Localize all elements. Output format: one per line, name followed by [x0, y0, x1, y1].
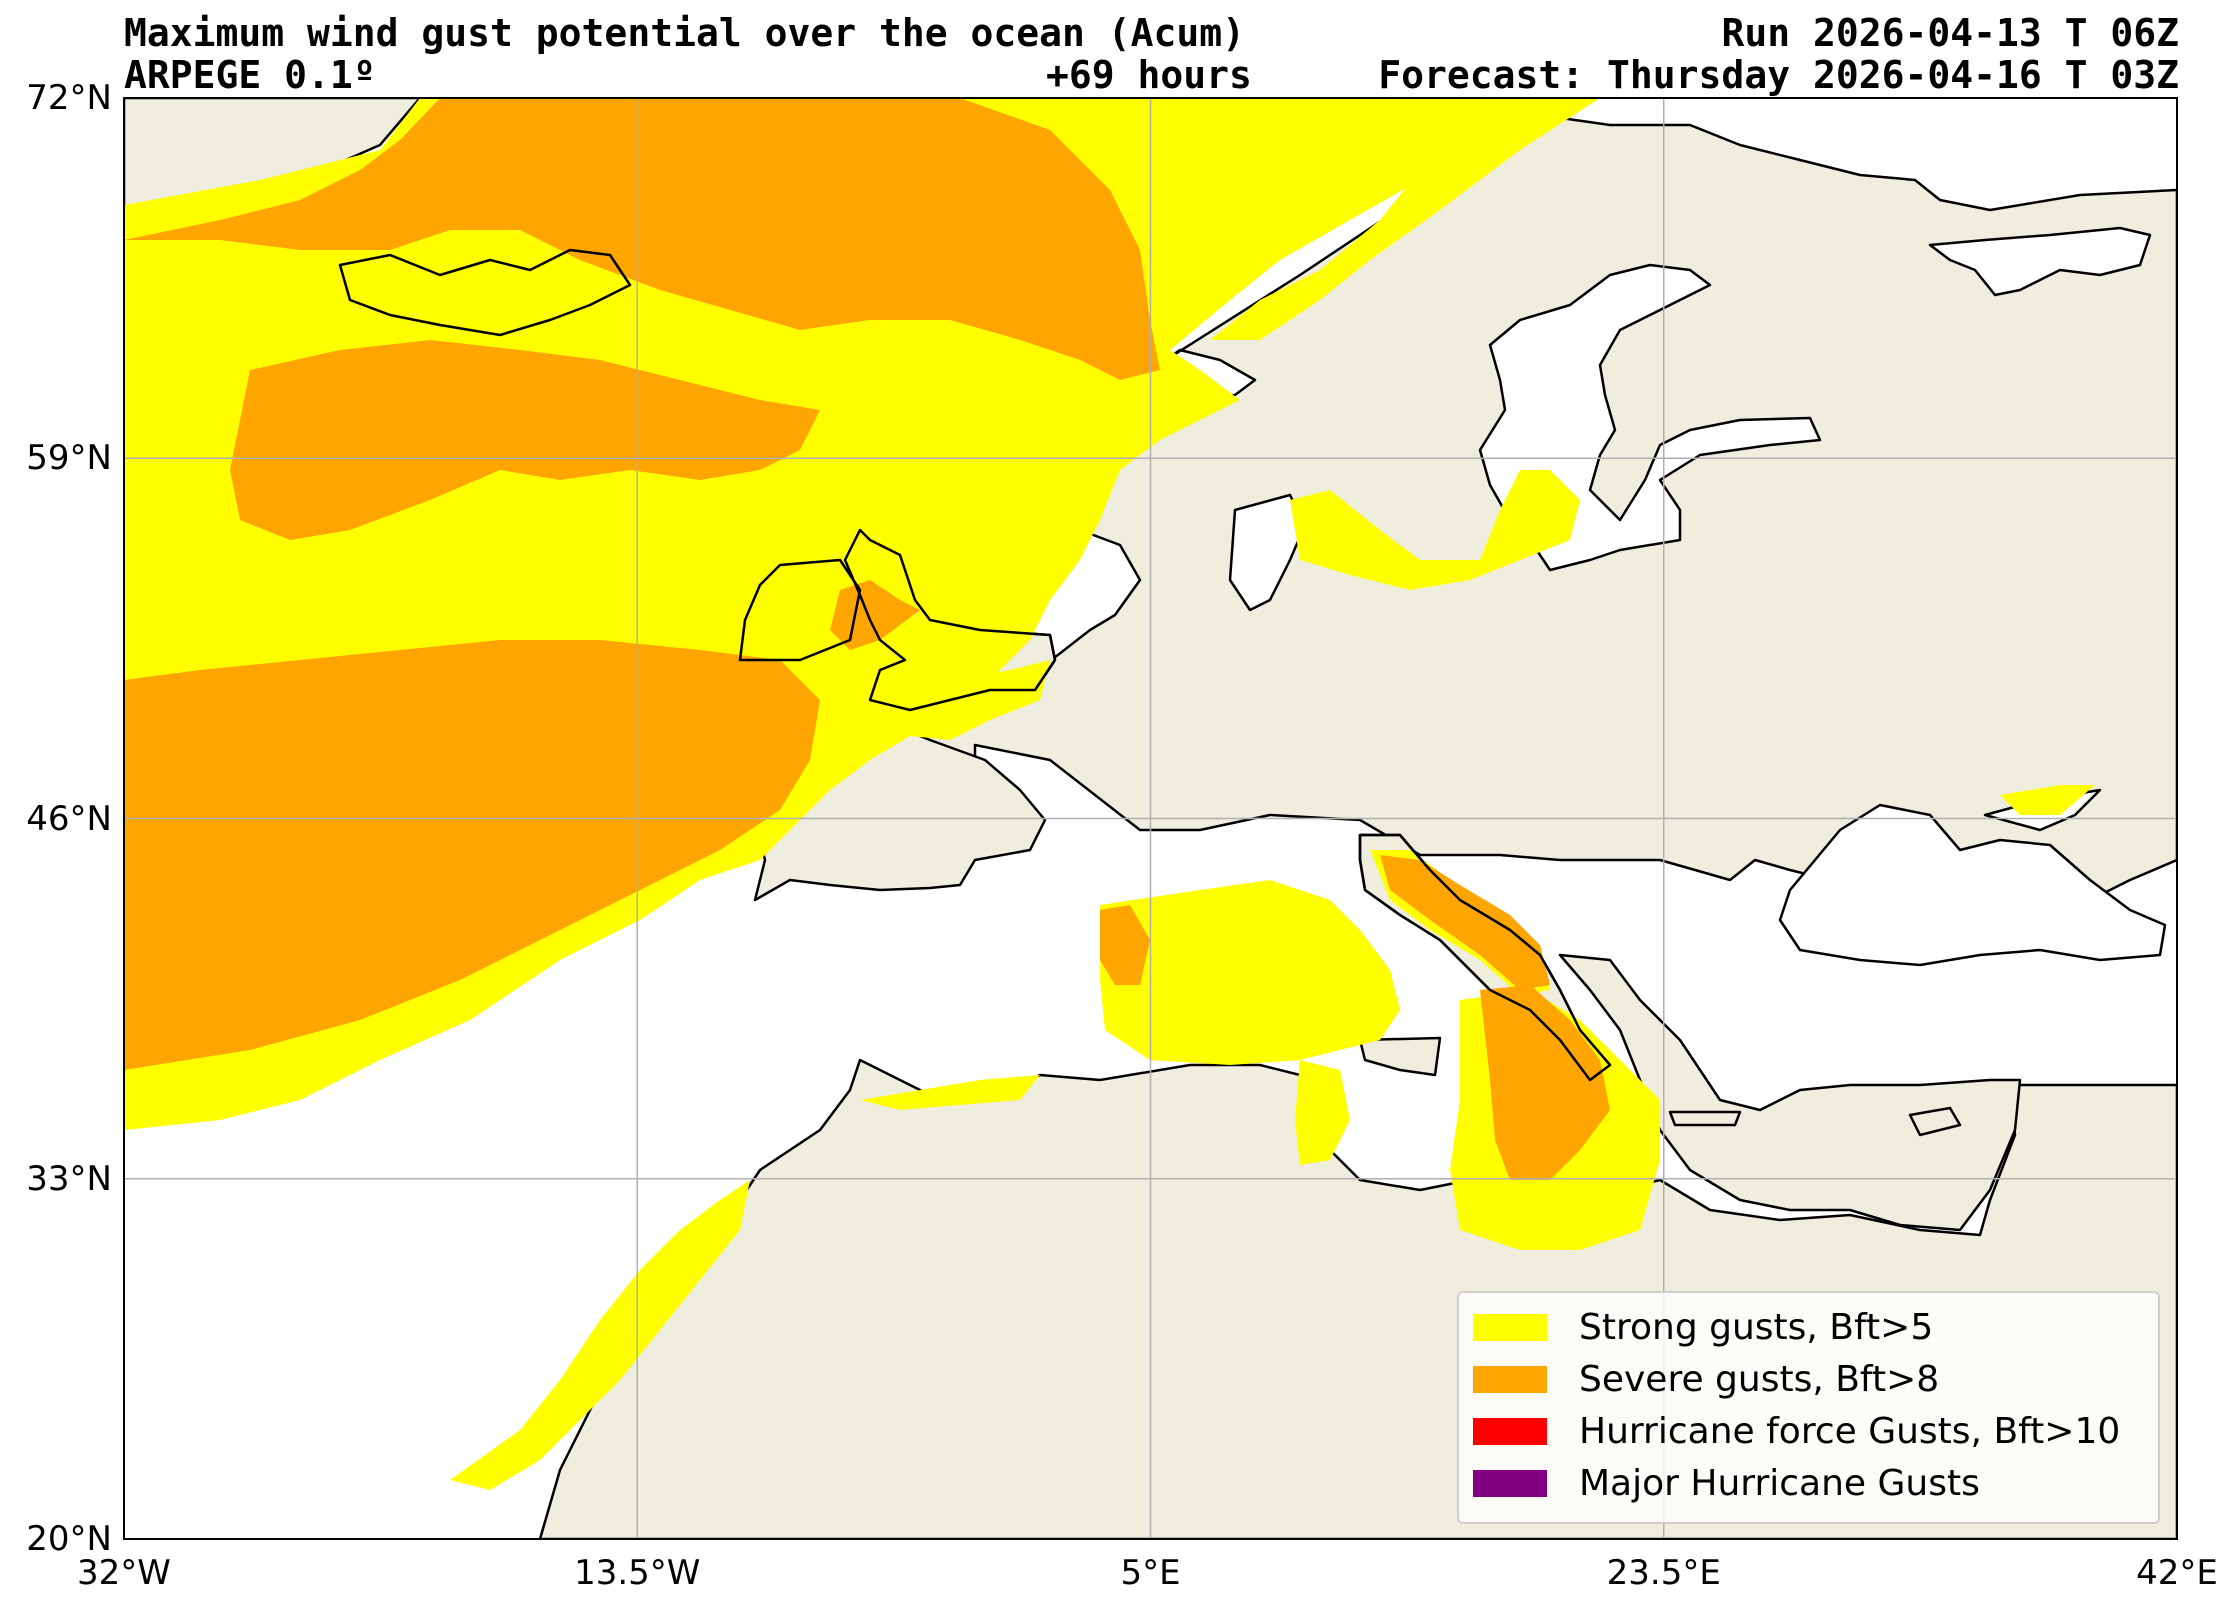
lat-tick-label: 46°N	[26, 798, 112, 839]
lon-tick-label: 13.5°W	[574, 1553, 701, 1593]
black-sea	[1778, 803, 2167, 967]
legend-label: Hurricane force Gusts, Bft>10	[1579, 1410, 2121, 1452]
legend-item: Major Hurricane Gusts	[1473, 1462, 1980, 1504]
legend-swatch	[1473, 1365, 1547, 1393]
coast-italy	[1358, 833, 1612, 1082]
lon-tick-label: 5°E	[1120, 1553, 1181, 1593]
legend-item: Severe gusts, Bft>8	[1473, 1358, 1940, 1400]
lon-tick-label: 32°W	[77, 1553, 171, 1593]
lead-time: +69 hours	[1046, 53, 1252, 97]
run-label: Run 2026-04-13 T 06Z	[1721, 11, 2179, 55]
strong-gusts-black-sea	[2000, 785, 2095, 815]
legend-item: Strong gusts, Bft>5	[1473, 1306, 1934, 1348]
lat-tick-label: 59°N	[26, 438, 112, 479]
model-label: ARPEGE 0.1º	[124, 53, 376, 97]
coastline-layer	[338, 248, 1612, 1082]
land-crete	[1668, 1110, 1742, 1127]
legend-swatch	[1473, 1417, 1547, 1445]
severe-gusts-gulf-of-lion	[1100, 905, 1150, 985]
coast-britain	[843, 528, 1057, 712]
severe-gusts-atlantic-low	[124, 640, 820, 1070]
strong-gusts-tunisia	[1295, 1060, 1350, 1165]
lat-tick-label: 33°N	[26, 1158, 112, 1199]
strong-gusts-canary	[450, 1180, 750, 1490]
legend-label: Severe gusts, Bft>8	[1579, 1358, 1940, 1400]
strong-gusts-norwegian-sea	[1210, 98, 1600, 340]
coast-iceland	[338, 248, 632, 337]
legend-swatch	[1473, 1469, 1547, 1497]
severe-gusts-adriatic	[1380, 855, 1550, 990]
severe-gusts-ionian	[1480, 985, 1610, 1180]
lon-tick-label: 23.5°E	[1606, 1553, 1721, 1593]
severe-gusts-atlantic-west	[124, 98, 1160, 380]
strong-gusts-baltic	[1290, 470, 1580, 590]
map-frame	[123, 97, 2178, 1540]
graticule	[124, 98, 2177, 1539]
land-sicily	[1358, 1036, 1442, 1077]
strong-gusts-west-med	[1100, 880, 1400, 1065]
white-sea	[1928, 226, 2152, 297]
land-cyprus	[1908, 1106, 1962, 1137]
legend-swatch	[1473, 1313, 1547, 1341]
forecast-label: Forecast: Thursday 2026-04-16 T 03Z	[1378, 53, 2179, 97]
severe-gusts-north-atlantic	[230, 340, 820, 540]
legend-item: Hurricane force Gusts, Bft>10	[1473, 1410, 2121, 1452]
legend: Strong gusts, Bft>5 Severe gusts, Bft>8 Hu…	[1457, 1291, 2160, 1524]
legend-label: Major Hurricane Gusts	[1579, 1462, 1980, 1504]
lat-tick-label: 72°N	[26, 78, 112, 118]
map-title: Maximum wind gust potential over the oce…	[124, 11, 1246, 55]
strong-gusts-alboran	[860, 1075, 1040, 1110]
coast-ireland	[738, 558, 862, 662]
legend-label: Strong gusts, Bft>5	[1579, 1306, 1934, 1348]
lat-tick-label: 20°N	[26, 1519, 112, 1559]
lon-tick-label: 42°E	[2136, 1553, 2218, 1593]
severe-gust-layer	[124, 98, 1610, 1180]
